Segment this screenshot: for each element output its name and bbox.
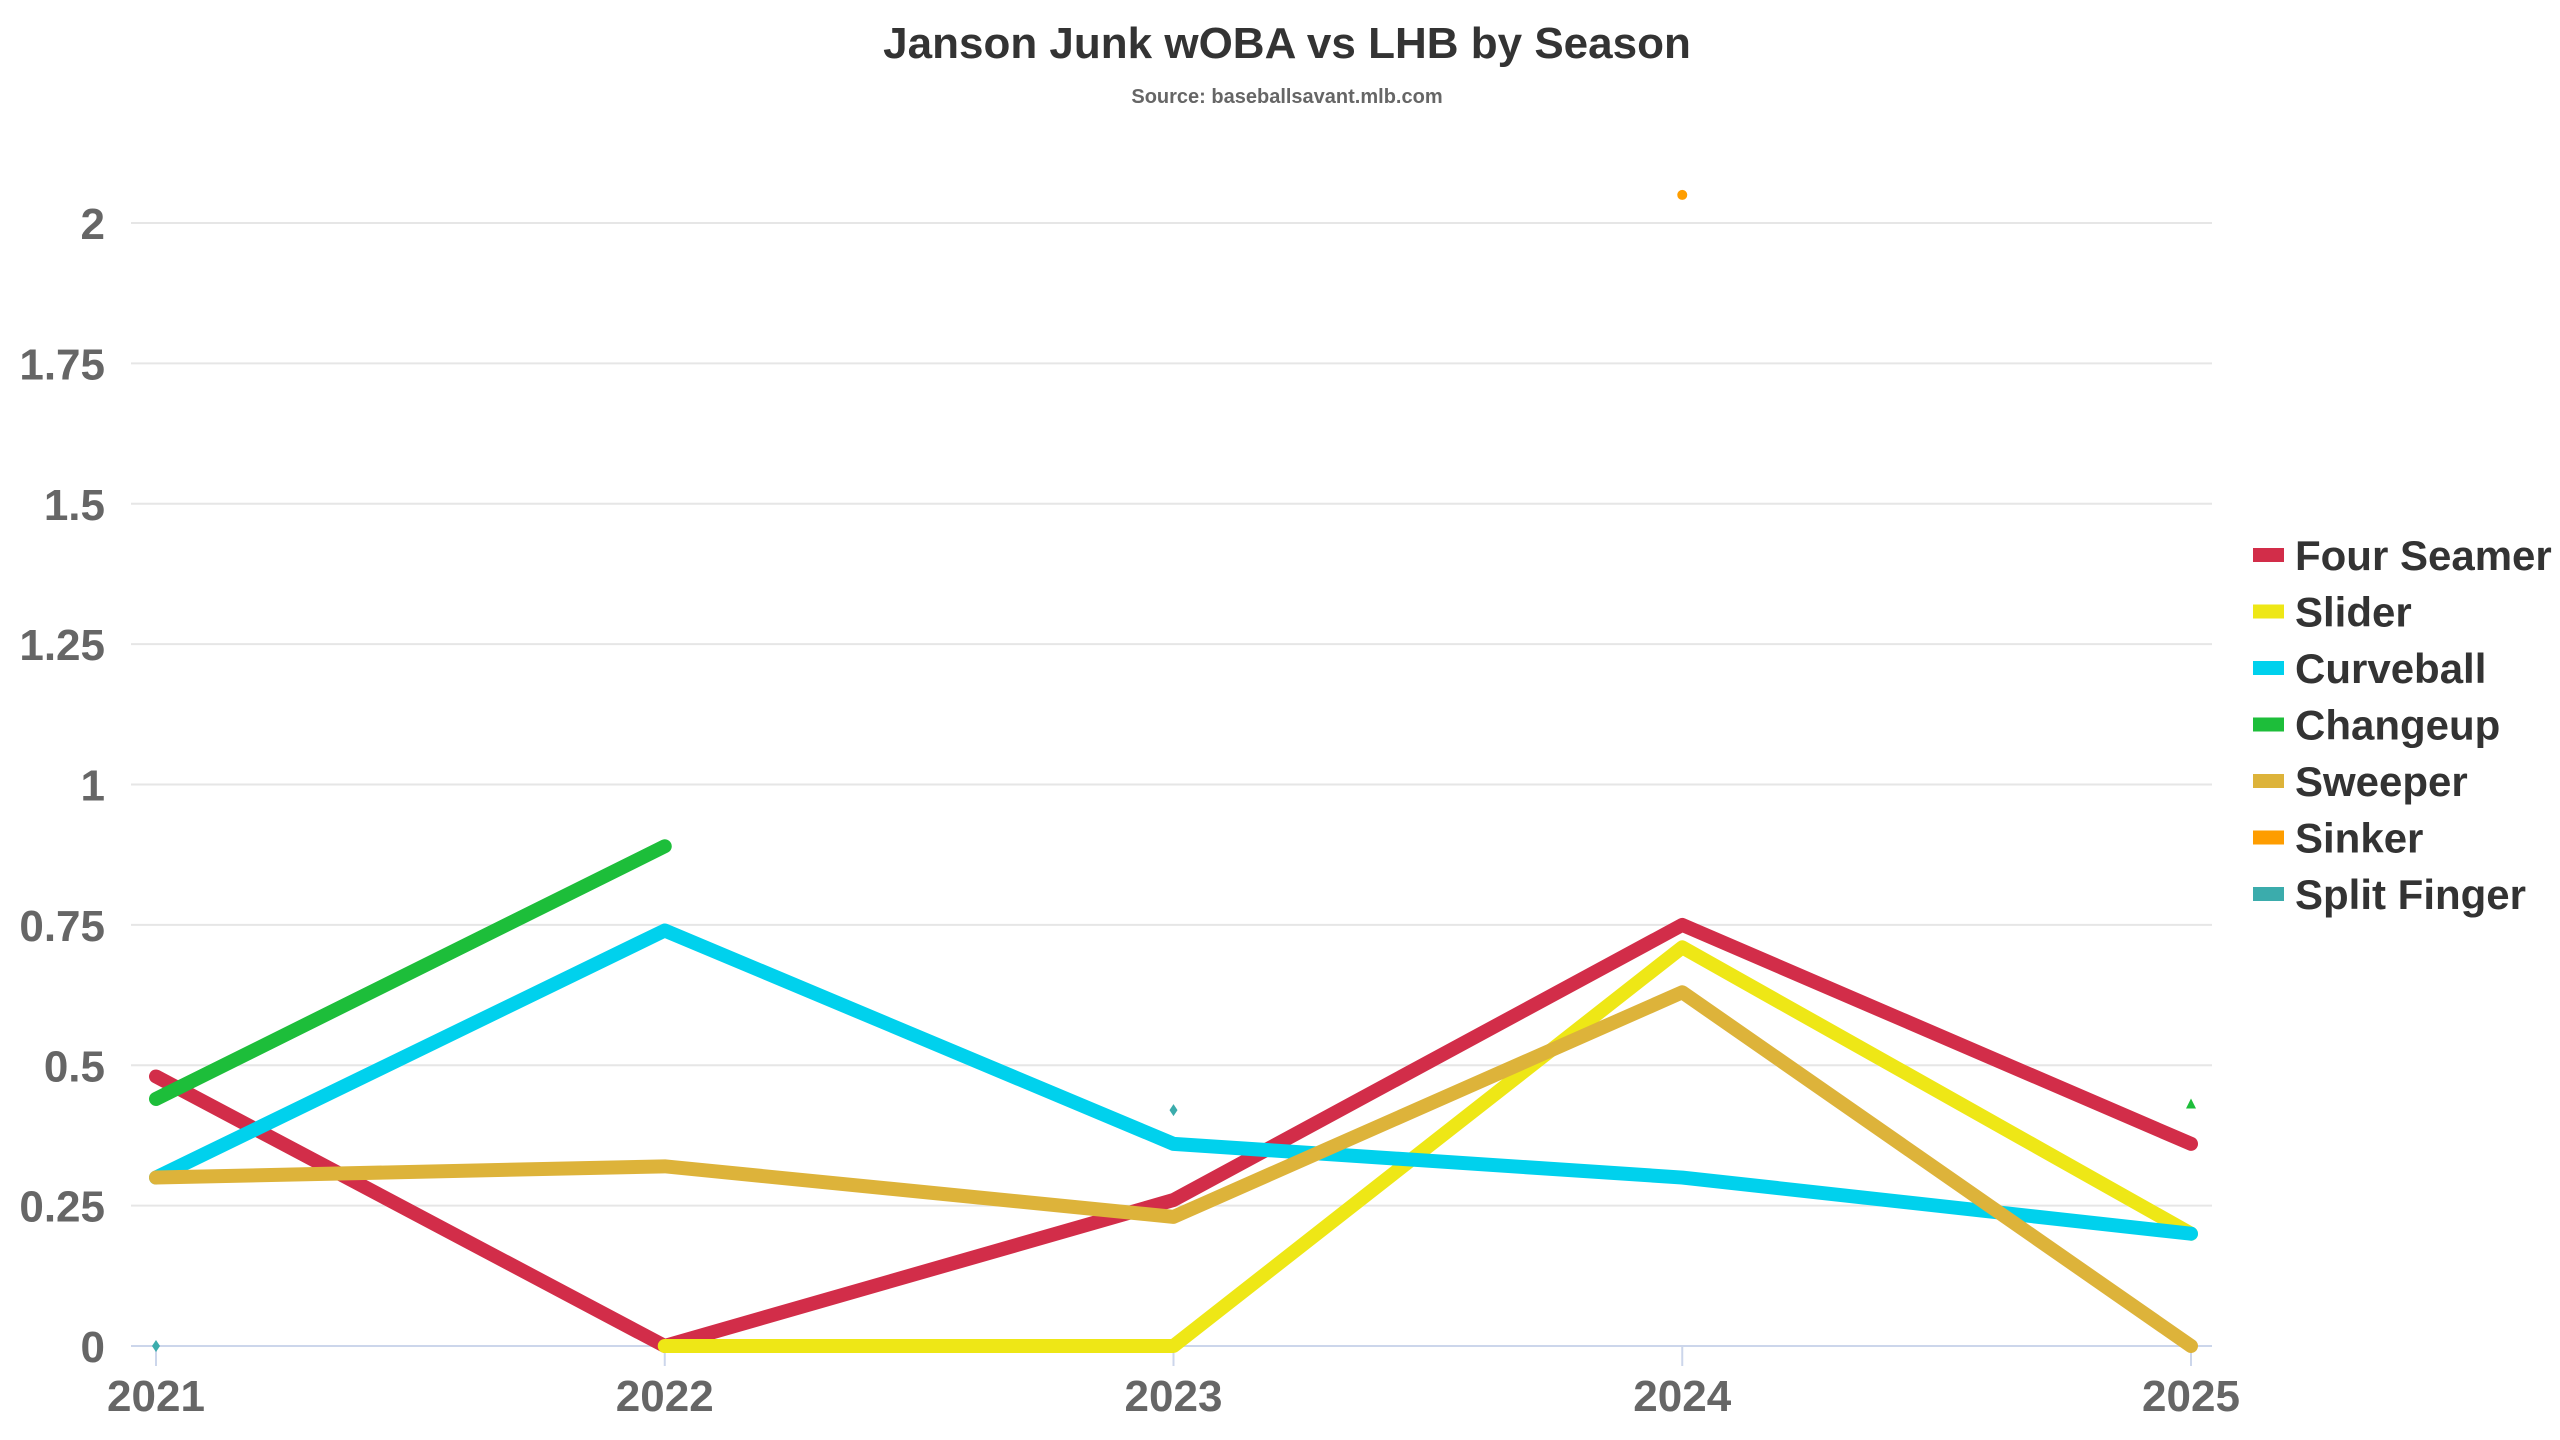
y-tick-label: 0.25 xyxy=(19,1183,105,1232)
x-tick-label: 2024 xyxy=(1633,1372,1731,1421)
series-lines xyxy=(149,189,2198,1353)
y-tick-label: 1.5 xyxy=(44,481,105,530)
series-curveball xyxy=(149,923,2198,1241)
x-tick-label: 2023 xyxy=(1125,1372,1223,1421)
series-slider xyxy=(657,940,2198,1353)
legend-swatch xyxy=(2253,830,2284,845)
legend-item[interactable]: Four Seamer xyxy=(2295,532,2552,579)
legend-swatch xyxy=(2253,887,2284,901)
y-tick-label: 1 xyxy=(81,762,105,811)
data-point[interactable] xyxy=(1169,1104,1178,1117)
legend-swatch xyxy=(2253,661,2284,675)
x-tick-label: 2025 xyxy=(2142,1372,2240,1421)
y-tick-label: 1.75 xyxy=(19,340,105,389)
legend-item[interactable]: Curveball xyxy=(2295,645,2486,692)
y-tick-label: 0.5 xyxy=(44,1042,105,1091)
chart-title: Janson Junk wOBA vs LHB by Season xyxy=(883,19,1691,68)
gridlines xyxy=(131,222,2212,1347)
legend-item[interactable]: Split Finger xyxy=(2295,871,2526,918)
chart-subtitle: Source: baseballsavant.mlb.com xyxy=(1131,86,1442,108)
series-sinker xyxy=(1677,189,1688,200)
series-line xyxy=(149,923,2198,1241)
series-four-seamer xyxy=(149,917,2198,1353)
data-point[interactable] xyxy=(1677,189,1688,200)
legend-item[interactable]: Sinker xyxy=(2295,815,2423,862)
x-tick-label: 2021 xyxy=(107,1372,205,1421)
y-tick-label: 0 xyxy=(81,1323,105,1372)
data-point[interactable] xyxy=(2186,1098,2196,1109)
legend-swatch xyxy=(2253,548,2284,562)
legend: Four Seamer Slider Curveball Changeup Sweepe… xyxy=(2253,532,2552,918)
legend-swatch xyxy=(2253,717,2284,732)
series-line xyxy=(149,839,672,1106)
x-tick-label: 2022 xyxy=(616,1372,714,1421)
legend-swatch xyxy=(2253,604,2284,619)
y-tick-label: 1.25 xyxy=(19,621,105,670)
y-axis-ticks: 0 0.25 0.5 0.75 1 1.25 1.5 1.75 2 xyxy=(19,200,105,1372)
x-axis-ticks: 2021 2022 2023 2024 2025 xyxy=(107,1346,2240,1421)
data-point[interactable] xyxy=(152,1340,160,1352)
legend-swatch xyxy=(2253,774,2284,788)
series-changeup xyxy=(149,839,2196,1109)
legend-item[interactable]: Sweeper xyxy=(2295,758,2468,805)
legend-item[interactable]: Changeup xyxy=(2295,702,2500,749)
series-sweeper xyxy=(149,985,2198,1353)
series-line xyxy=(657,940,2198,1353)
series-line xyxy=(149,985,2198,1353)
series-line xyxy=(149,917,2198,1353)
series-split-finger xyxy=(152,1104,1178,1352)
legend-item[interactable]: Slider xyxy=(2295,589,2412,636)
y-tick-label: 2 xyxy=(81,200,105,249)
y-tick-label: 0.75 xyxy=(19,902,105,951)
